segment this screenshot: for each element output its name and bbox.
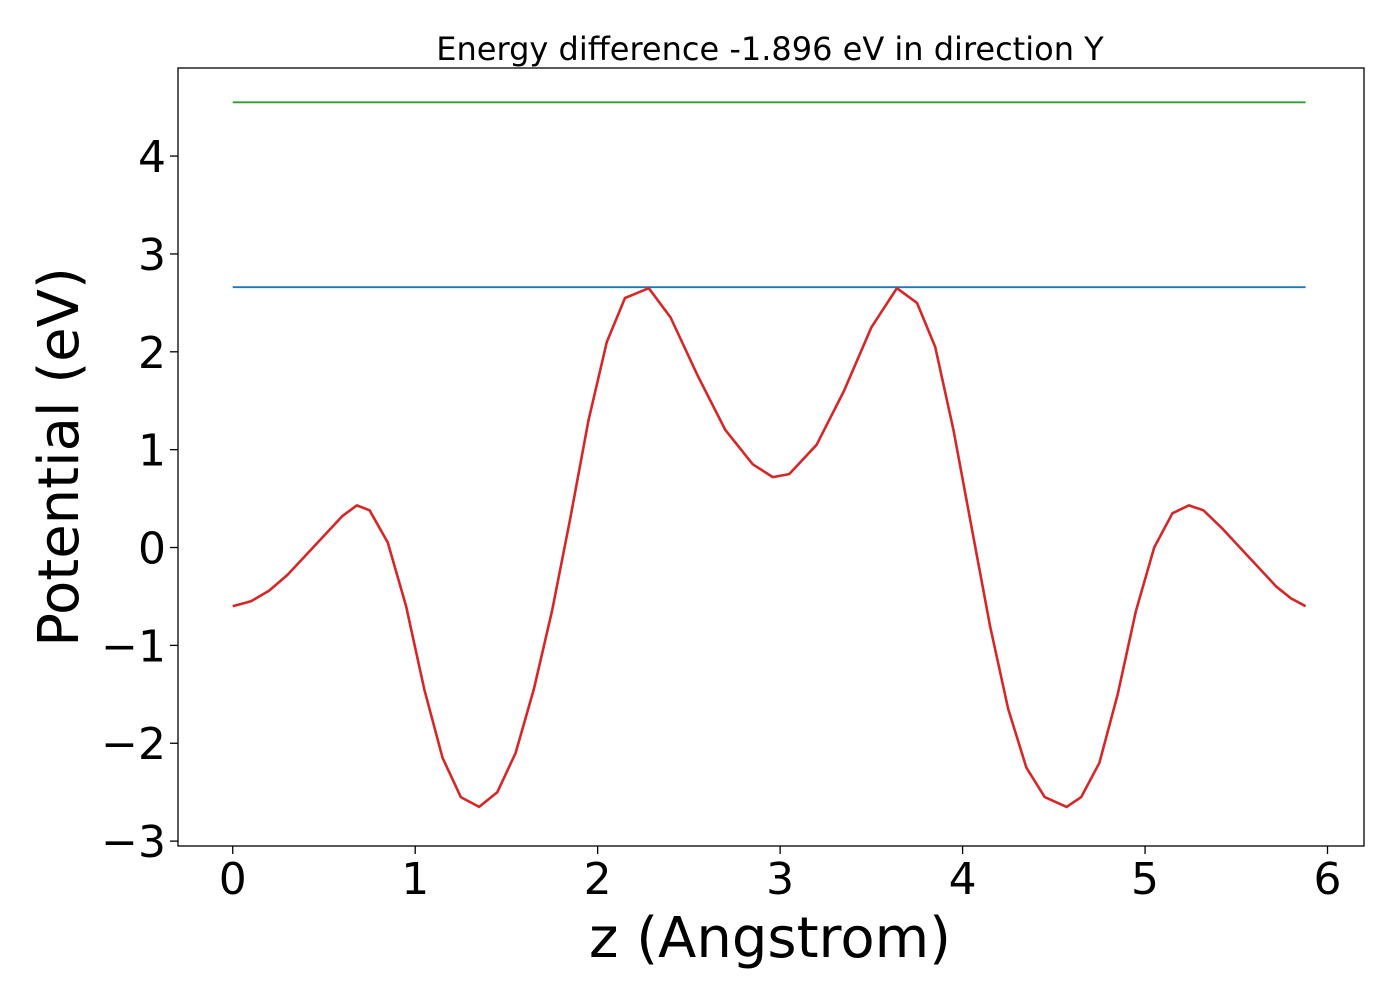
y-axis-label: Potential (eV) <box>27 267 92 647</box>
y-tick-label: 0 <box>138 524 166 575</box>
chart-title: Energy difference -1.896 eV in direction… <box>436 30 1104 68</box>
ticks-layer: 0 1 2 3 4 5 6 −3 −2 −1 0 1 2 3 4 <box>101 132 1341 905</box>
y-tick-label: 1 <box>138 426 166 477</box>
y-tick-label: 2 <box>138 328 166 379</box>
x-tick-label: 6 <box>1314 854 1342 905</box>
series-line-3 <box>232 286 1307 809</box>
x-tick-label: 5 <box>1131 854 1159 905</box>
x-tick-label: 3 <box>766 854 794 905</box>
plot-area-frame <box>177 67 1365 847</box>
x-tick-label: 0 <box>219 854 247 905</box>
y-tick-label: 4 <box>138 132 166 183</box>
x-tick-label: 2 <box>584 854 612 905</box>
y-tick-label: −1 <box>101 621 166 672</box>
y-tick-label: −2 <box>101 719 166 770</box>
series-layer <box>232 101 1307 809</box>
y-tick-label: −3 <box>101 817 166 868</box>
x-axis-label: z (Angstrom) <box>589 906 951 971</box>
y-tick-label: 3 <box>138 230 166 281</box>
x-tick-label: 4 <box>949 854 977 905</box>
x-tick-label: 1 <box>401 854 429 905</box>
